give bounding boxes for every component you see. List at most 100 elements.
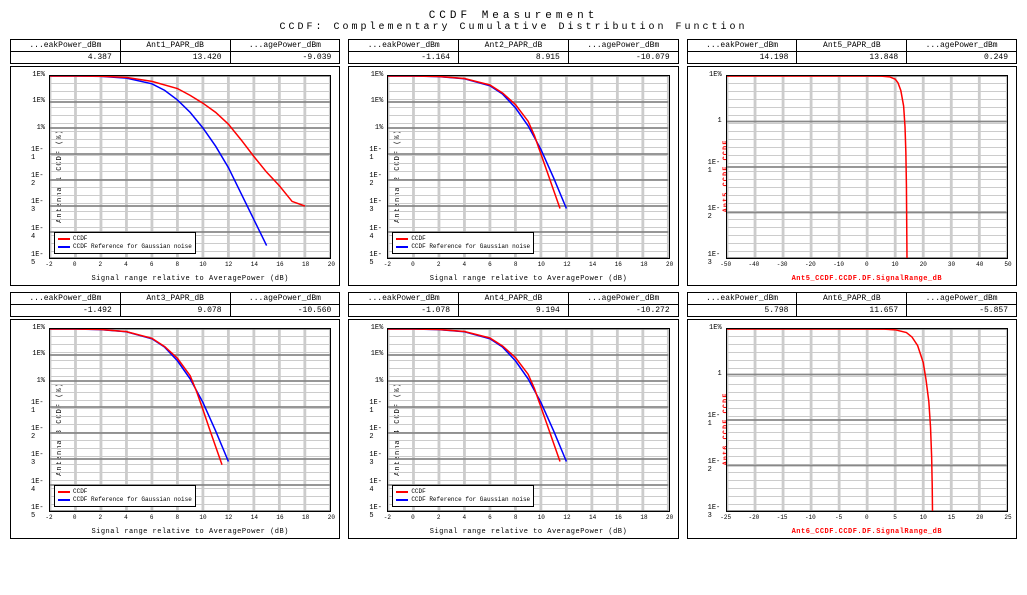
header-value: -5.857 bbox=[907, 305, 1017, 317]
x-tick: 8 bbox=[176, 261, 180, 268]
x-tick: 8 bbox=[176, 514, 180, 521]
header-table: ...eakPower_dBmAnt6_PAPR_dB...agePower_d… bbox=[687, 292, 1017, 317]
header-value: -1.078 bbox=[349, 305, 459, 317]
header-value: -9.039 bbox=[230, 52, 340, 64]
header-label: ...agePower_dBm bbox=[230, 40, 340, 52]
y-tick: 1E-2 bbox=[369, 425, 383, 441]
legend-item: CCDF Reference for Gaussian noise bbox=[58, 496, 192, 504]
x-tick: 4 bbox=[124, 514, 128, 521]
x-tick: 0 bbox=[73, 514, 77, 521]
x-tick: 0 bbox=[73, 261, 77, 268]
y-tick: 1E-3 bbox=[31, 451, 45, 467]
x-tick: -40 bbox=[748, 261, 759, 268]
header-label: ...eakPower_dBm bbox=[11, 40, 121, 52]
x-tick: -10 bbox=[805, 514, 816, 521]
x-tick: 40 bbox=[976, 261, 983, 268]
header-label: Ant4_PAPR_dB bbox=[459, 293, 569, 305]
x-tick: 8 bbox=[514, 514, 518, 521]
y-tick: 1E-1 bbox=[708, 159, 722, 175]
x-tick: 10 bbox=[538, 261, 545, 268]
header-label: ...eakPower_dBm bbox=[349, 40, 459, 52]
y-ticks: 1E%1E%1%1E-11E-21E-31E-41E-5 bbox=[31, 328, 47, 512]
header-value: 11.657 bbox=[797, 305, 907, 317]
legend-item: CCDF bbox=[58, 235, 192, 243]
x-tick: 14 bbox=[589, 261, 596, 268]
y-tick: 1E% bbox=[32, 350, 45, 358]
x-tick: -50 bbox=[720, 261, 731, 268]
y-tick: 1E-1 bbox=[708, 412, 722, 428]
x-tick: 25 bbox=[1004, 514, 1011, 521]
header-value: 9.194 bbox=[459, 305, 569, 317]
header-value: 4.387 bbox=[11, 52, 121, 64]
x-axis-label: Signal range relative to AveragePower (d… bbox=[49, 275, 331, 283]
y-tick: 1 bbox=[717, 370, 721, 378]
legend-label: CCDF Reference for Gaussian noise bbox=[411, 496, 530, 504]
header-value: -10.272 bbox=[568, 305, 678, 317]
x-tick: -10 bbox=[833, 261, 844, 268]
y-tick: 1E-1 bbox=[369, 399, 383, 415]
x-tick: 0 bbox=[411, 261, 415, 268]
header-value: -1.164 bbox=[349, 52, 459, 64]
x-tick: 10 bbox=[538, 514, 545, 521]
x-tick: 18 bbox=[640, 514, 647, 521]
x-tick: -25 bbox=[720, 514, 731, 521]
legend: CCDFCCDF Reference for Gaussian noise bbox=[392, 232, 534, 254]
y-tick: 1% bbox=[37, 377, 45, 385]
legend-label: CCDF bbox=[411, 235, 425, 243]
y-tick: 1 bbox=[717, 117, 721, 125]
header-value: -10.560 bbox=[230, 305, 340, 317]
legend-label: CCDF Reference for Gaussian noise bbox=[73, 243, 192, 251]
x-tick: -20 bbox=[748, 514, 759, 521]
header-value: 0.249 bbox=[907, 52, 1017, 64]
chart-box: Antenna 3 CCDF (%)Signal range relative … bbox=[10, 319, 340, 539]
title-1: CCDF Measurement bbox=[10, 10, 1017, 22]
x-tick: 16 bbox=[276, 514, 283, 521]
x-tick: 6 bbox=[488, 261, 492, 268]
title-2: CCDF: Complementary Cumulative Distribut… bbox=[10, 22, 1017, 33]
y-tick: 1E-2 bbox=[31, 172, 45, 188]
header-label: Ant3_PAPR_dB bbox=[120, 293, 230, 305]
y-tick: 1E-4 bbox=[369, 225, 383, 241]
header-table: ...eakPower_dBmAnt4_PAPR_dB...agePower_d… bbox=[348, 292, 678, 317]
header-label: Ant1_PAPR_dB bbox=[120, 40, 230, 52]
x-tick: -2 bbox=[384, 514, 391, 521]
x-tick: 10 bbox=[199, 514, 206, 521]
y-tick: 1E-5 bbox=[31, 504, 45, 520]
legend-item: CCDF bbox=[396, 488, 530, 496]
legend-label: CCDF Reference for Gaussian noise bbox=[73, 496, 192, 504]
x-tick: 12 bbox=[225, 261, 232, 268]
y-tick: 1E% bbox=[371, 97, 384, 105]
legend-item: CCDF Reference for Gaussian noise bbox=[396, 496, 530, 504]
y-ticks: 1E%1E%1%1E-11E-21E-31E-41E-5 bbox=[369, 328, 385, 512]
x-tick: -15 bbox=[777, 514, 788, 521]
legend: CCDFCCDF Reference for Gaussian noise bbox=[54, 485, 196, 507]
header-table: ...eakPower_dBmAnt1_PAPR_dB...agePower_d… bbox=[10, 39, 340, 64]
y-tick: 1E% bbox=[32, 71, 45, 79]
legend-label: CCDF Reference for Gaussian noise bbox=[411, 243, 530, 251]
chart-box: Ant6_CCDF.CCDFAnt6_CCDF.CCDF.DF.SignalRa… bbox=[687, 319, 1017, 539]
y-tick: 1E% bbox=[371, 350, 384, 358]
x-ticks: -202468101214161820 bbox=[49, 514, 331, 524]
y-tick: 1E-3 bbox=[369, 451, 383, 467]
x-tick: 4 bbox=[124, 261, 128, 268]
panel-ant1: ...eakPower_dBmAnt1_PAPR_dB...agePower_d… bbox=[10, 39, 340, 286]
x-tick: 20 bbox=[328, 261, 335, 268]
x-tick: 16 bbox=[615, 261, 622, 268]
x-tick: 5 bbox=[893, 514, 897, 521]
plot-area: CCDFCCDF Reference for Gaussian noise bbox=[387, 328, 669, 512]
y-ticks: 1E%11E-11E-21E-3 bbox=[708, 75, 724, 259]
x-tick: 14 bbox=[251, 514, 258, 521]
x-tick: 12 bbox=[563, 514, 570, 521]
y-ticks: 1E%11E-11E-21E-3 bbox=[708, 328, 724, 512]
y-tick: 1E-2 bbox=[708, 458, 722, 474]
header-label: ...eakPower_dBm bbox=[687, 40, 797, 52]
x-tick: 14 bbox=[589, 514, 596, 521]
x-tick: 12 bbox=[563, 261, 570, 268]
x-axis-label: Signal range relative to AveragePower (d… bbox=[387, 275, 669, 283]
y-tick: 1E-3 bbox=[369, 198, 383, 214]
y-tick: 1E-1 bbox=[31, 399, 45, 415]
x-tick: 16 bbox=[276, 261, 283, 268]
y-tick: 1E% bbox=[32, 97, 45, 105]
panel-ant4: ...eakPower_dBmAnt4_PAPR_dB...agePower_d… bbox=[348, 292, 678, 539]
x-tick: 4 bbox=[463, 261, 467, 268]
